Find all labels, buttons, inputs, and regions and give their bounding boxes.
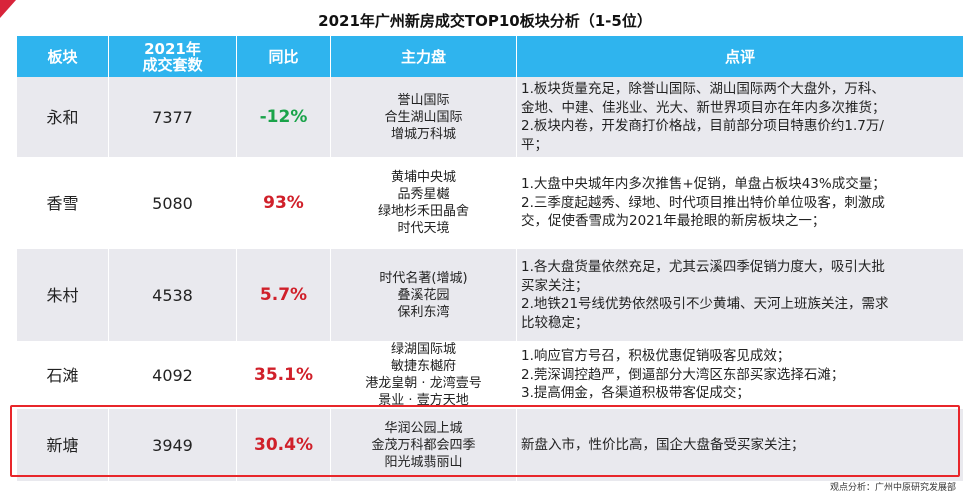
project-name: 绿地杉禾田晶舍 bbox=[377, 204, 469, 219]
comment-cell: 1.板块货量充足，除誉山国际、湖山国际两个大盘外，万科、 金地、中建、佳兆业、光大… bbox=[516, 77, 963, 157]
header-yoy: 同比 bbox=[236, 36, 331, 77]
comment-line: 平； bbox=[521, 136, 548, 153]
yoy-cell: 93% bbox=[236, 157, 331, 249]
area-cell: 永和 bbox=[16, 77, 109, 157]
project-name: 保利东湾 bbox=[397, 304, 450, 320]
comment-line: 3.提高佣金，各渠道积极带客促成交； bbox=[521, 385, 750, 402]
yoy-cell: 35.1% bbox=[236, 341, 331, 409]
comment-line: 2.地铁21号线优势依然吸引不少黄埔、天河上班族关注，需求 bbox=[521, 296, 889, 312]
count-cell: 7377 bbox=[108, 77, 237, 157]
projects-cell: 黄埔中央城品秀星樾绿地杉禾田晶舍 时代天境 bbox=[330, 157, 517, 249]
comment-cell: 1.响应官方号召，积极优惠促销吸客见成效； 2.莞深调控趋严，倒逼部分大湾区东部买… bbox=[516, 341, 963, 409]
comment-line: 1.板块货量充足，除誉山国际、湖山国际两个大盘外，万科、 bbox=[521, 81, 885, 97]
project-name: 黄埔中央城 bbox=[390, 170, 456, 185]
area-cell: 新塘 bbox=[16, 409, 109, 481]
table-row: 永和 7377 -12% 誉山国际 合生湖山国际 增城万科城 1.板块货量充足，除誉山国际、… bbox=[16, 77, 963, 157]
comment-line: 买家关注； bbox=[521, 277, 589, 294]
projects-cell: 绿湖国际城敏捷东樾府港龙皇朝 · 龙湾壹号 景业 · 壹方天地 bbox=[330, 341, 517, 409]
comment-line: 1.各大盘货量依然充足，尤其云溪四季促销力度大，吸引大批 bbox=[521, 259, 885, 275]
count-cell: 4092 bbox=[108, 341, 237, 409]
area-cell: 香雪 bbox=[16, 157, 109, 249]
comment-line: 1.响应官方号召，积极优惠促销吸客见成效； bbox=[521, 348, 791, 365]
comment-line: 2.莞深调控趋严，倒逼部分大湾区东部买家选择石滩； bbox=[521, 366, 845, 383]
project-name: 增城万科城 bbox=[390, 126, 456, 142]
project-name: 港龙皇朝 · 龙湾壹号 bbox=[365, 376, 482, 391]
header-projects: 主力盘 bbox=[330, 36, 517, 77]
count-cell: 5080 bbox=[108, 157, 237, 249]
project-name: 华润公园上城 bbox=[384, 420, 463, 436]
comment-line: 交，促使香雪成为2021年最抢眼的新房板块之一； bbox=[521, 213, 826, 230]
project-name: 绿湖国际城 bbox=[390, 342, 456, 357]
header-area: 板块 bbox=[16, 36, 109, 77]
comment-cell: 1.各大盘货量依然充足，尤其云溪四季促销力度大，吸引大批 买家关注； 2.地铁21号… bbox=[516, 249, 963, 341]
projects-cell: 誉山国际 合生湖山国际 增城万科城 bbox=[330, 77, 517, 157]
comment-cell: 1.大盘中央城年内多次推售+促销，单盘占板块43%成交量； 2.三季度起越秀、绿地… bbox=[516, 157, 963, 249]
highlight-box bbox=[10, 405, 960, 477]
projects-cell: 时代名著(增城) 叠溪花园 保利东湾 bbox=[330, 249, 517, 341]
header-count: 2021年 成交套数 bbox=[108, 36, 237, 77]
count-cell: 3949 bbox=[108, 409, 237, 481]
corner-decoration bbox=[0, 0, 16, 18]
table-row: 朱村 4538 5.7% 时代名著(增城) 叠溪花园 保利东湾 1.各大盘货量依然充足，尤其… bbox=[16, 249, 963, 341]
project-name: 誉山国际 bbox=[397, 92, 450, 108]
yoy-cell: 5.7% bbox=[236, 249, 331, 341]
project-name: 金茂万科都会四季 bbox=[371, 437, 476, 453]
page-title: 2021年广州新房成交TOP10板块分析（1-5位） bbox=[318, 12, 652, 30]
header-comment: 点评 bbox=[516, 36, 963, 77]
project-name: 时代天境 bbox=[397, 221, 450, 236]
comment-line: 1.大盘中央城年内多次推售+促销，单盘占板块43%成交量； bbox=[521, 176, 886, 193]
top10-table: 板块 2021年 成交套数 同比 主力盘 点评 永和 7377 -12% 誉山国际 合生湖… bbox=[16, 36, 963, 481]
comment-line: 金地、中建、佳兆业、光大、新世界项目亦在年内多次推货； bbox=[521, 99, 886, 116]
header-count-line2: 成交套数 bbox=[142, 55, 203, 74]
header-count-line1: 2021年 bbox=[144, 39, 201, 58]
project-name: 敏捷东樾府 bbox=[390, 359, 456, 374]
area-cell: 朱村 bbox=[16, 249, 109, 341]
table-header: 板块 2021年 成交套数 同比 主力盘 点评 bbox=[16, 36, 963, 77]
yoy-cell: -12% bbox=[236, 77, 331, 157]
comment-line: 2.板块内卷，开发商打价格战，目前部分项目特惠价约1.7万/ bbox=[521, 118, 884, 134]
table-row: 香雪 5080 93% 黄埔中央城 品秀星樾 绿地杉禾田晶舍 时代天境 1.大盘中央城年内多次… bbox=[16, 157, 963, 249]
project-name: 品秀星樾 bbox=[397, 187, 450, 202]
comment-line: 2.三季度起越秀、绿地、时代项目推出特价单位吸客，刺激成 bbox=[521, 194, 885, 211]
projects-cell: 华润公园上城 金茂万科都会四季 阳光城翡丽山 bbox=[330, 409, 517, 481]
comment-line: 比较稳定； bbox=[521, 314, 589, 331]
table-row: 石滩 4092 35.1% 绿湖国际城 敏捷东樾府 港龙皇朝 · 龙湾壹号 景业 · 壹方天… bbox=[16, 341, 963, 409]
comment-cell: 新盘入市，性价比高，国企大盘备受买家关注； bbox=[516, 409, 963, 481]
count-cell: 4538 bbox=[108, 249, 237, 341]
project-name: 合生湖山国际 bbox=[384, 109, 463, 125]
comment-line: 新盘入市，性价比高，国企大盘备受买家关注； bbox=[521, 436, 805, 453]
project-name: 叠溪花园 bbox=[397, 287, 450, 303]
project-name: 景业 · 壹方天地 bbox=[378, 393, 469, 408]
table-row: 新塘 3949 30.4% 华润公园上城 金茂万科都会四季 阳光城翡丽山 新盘入市，性价比高… bbox=[16, 409, 963, 481]
project-name: 阳光城翡丽山 bbox=[384, 454, 463, 470]
project-name: 时代名著(增城) bbox=[379, 270, 468, 286]
area-cell: 石滩 bbox=[16, 341, 109, 409]
source-note: 观点分析：广州中原研究发展部 bbox=[829, 483, 956, 493]
yoy-cell: 30.4% bbox=[236, 409, 331, 481]
